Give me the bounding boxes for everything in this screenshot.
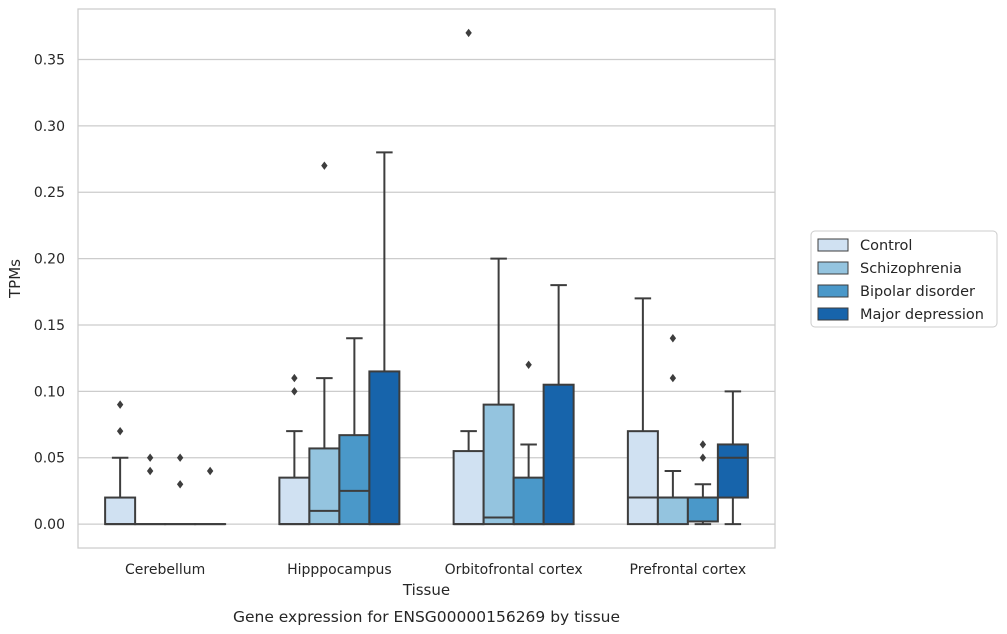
box-body	[338, 434, 371, 526]
outlier-point	[146, 453, 154, 462]
x-tick-label: Prefrontal cortex	[630, 562, 747, 578]
legend-label: Control	[860, 238, 912, 254]
box-bipolar-disorder	[686, 440, 719, 526]
outlier-point	[291, 373, 298, 383]
outlier-point	[525, 360, 532, 369]
outlier-point	[116, 400, 124, 409]
box-control	[278, 373, 311, 526]
x-axis-label: Tissue	[402, 581, 450, 599]
x-tick-label: Orbitofrontal cortex	[445, 562, 583, 578]
y-tick-label: 0.30	[34, 119, 65, 135]
outlier-point	[669, 334, 677, 343]
box-body	[656, 496, 689, 526]
box-schizophrenia	[656, 334, 689, 526]
box-body	[104, 496, 137, 526]
y-axis-ticks: 0.00 0.05 0.10 0.15 0.20 0.25 0.30 0.35	[34, 52, 65, 533]
outlier-point	[699, 440, 707, 449]
legend: Control Schizophrenia Bipolar disorder Majo…	[810, 230, 998, 328]
box-body	[512, 476, 545, 526]
legend-swatch	[817, 284, 849, 298]
legend-label: Bipolar disorder	[860, 284, 975, 300]
legend-swatch	[817, 238, 849, 252]
box-major-depression	[542, 284, 575, 526]
x-tick-label: Hipppocampus	[287, 562, 392, 578]
box-schizophrenia	[308, 161, 341, 526]
plot-area-frame	[77, 8, 776, 549]
boxes	[104, 28, 749, 526]
outlier-point	[146, 466, 154, 476]
legend-swatch	[817, 307, 849, 321]
y-tick-label: 0.00	[34, 517, 65, 533]
legend-frame	[810, 230, 998, 328]
x-tick-label: Cerebellum	[125, 562, 205, 578]
y-tick-label: 0.35	[34, 52, 65, 68]
box-body	[278, 476, 311, 526]
legend-label: Schizophrenia	[860, 261, 962, 277]
box-schizophrenia	[134, 453, 167, 526]
box-bipolar-disorder	[164, 453, 197, 526]
y-axis-label: TPMs	[6, 259, 24, 299]
box-bipolar-disorder	[338, 337, 371, 526]
outlier-point	[116, 426, 124, 436]
outlier-point	[321, 161, 328, 170]
box-body	[686, 496, 719, 523]
y-tick-label: 0.20	[34, 252, 65, 268]
box-body	[626, 430, 659, 526]
box-body	[482, 403, 515, 526]
box-control	[626, 297, 659, 526]
box-bipolar-disorder	[512, 360, 545, 526]
outlier-point	[699, 453, 707, 462]
y-tick-label: 0.15	[34, 318, 65, 334]
box-body	[368, 370, 401, 526]
outlier-point	[206, 466, 214, 476]
box-major-depression	[716, 390, 749, 526]
outlier-point	[669, 373, 677, 383]
box-control	[104, 400, 137, 526]
outlier-point	[291, 387, 298, 396]
outlier-point	[176, 453, 184, 462]
y-tick-label: 0.25	[34, 185, 65, 201]
legend-label: Major depression	[860, 307, 984, 323]
outlier-point	[465, 28, 472, 38]
y-tick-label: 0.05	[34, 451, 65, 467]
figure-caption: Gene expression for ENSG00000156269 by t…	[233, 608, 620, 626]
box-body	[716, 443, 749, 499]
box-schizophrenia	[482, 257, 515, 526]
outlier-point	[176, 480, 184, 489]
x-axis-ticks: Cerebellum Hipppocampus Orbitofrontal cort…	[125, 562, 746, 578]
gridlines	[78, 58, 775, 525]
box-body	[542, 383, 575, 526]
box-body	[452, 450, 485, 526]
y-tick-label: 0.10	[34, 384, 65, 400]
box-control	[452, 28, 485, 526]
box-major-depression	[368, 151, 401, 526]
box-major-depression	[194, 466, 227, 526]
box-body	[308, 447, 341, 526]
legend-swatch	[817, 261, 849, 275]
